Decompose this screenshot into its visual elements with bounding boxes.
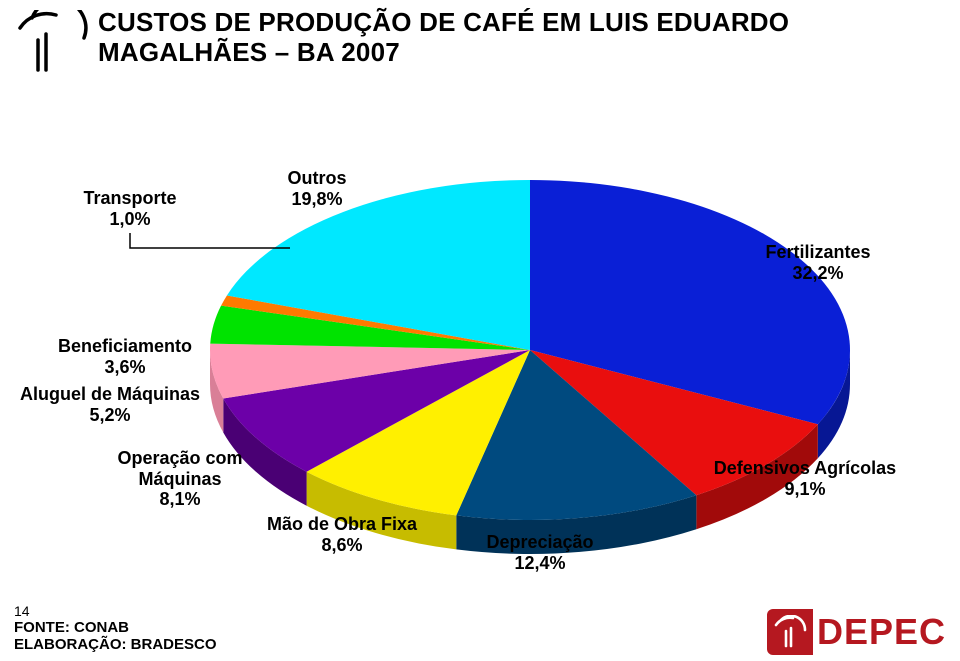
page-number: 14: [14, 603, 30, 619]
label-depreciacao: Depreciação 12,4%: [460, 532, 620, 573]
footer-line-1: FONTE: CONAB: [14, 619, 129, 636]
label-beneficiamento: Beneficiamento 3,6%: [40, 336, 210, 377]
depec-mark-icon: [767, 609, 813, 655]
label-operacao-maquinas: Operação comMáquinas 8,1%: [100, 448, 260, 510]
label-outros: Outros 19,8%: [272, 168, 362, 209]
title-line-1: CUSTOS DE PRODUÇÃO DE CAFÉ EM LUIS EDUAR…: [98, 7, 789, 37]
label-aluguel-maquinas: Aluguel de Máquinas 5,2%: [10, 384, 210, 425]
bradesco-logo-icon: [14, 10, 88, 74]
depec-text: DEPEC: [817, 611, 946, 653]
footer-brand: DEPEC: [767, 609, 946, 655]
label-fertilizantes: Fertilizantes 32,2%: [748, 242, 888, 283]
footer-line-2: ELABORAÇÃO: BRADESCO: [14, 636, 217, 653]
label-defensivos: Defensivos Agrícolas 9,1%: [700, 458, 910, 499]
footer-source: FONTE: CONAB ELABORAÇÃO: BRADESCO: [14, 619, 217, 654]
title-line-2: MAGALHÃES – BA 2007: [98, 37, 400, 67]
pie-chart: Transporte 1,0% Outros 19,8% Fertilizant…: [0, 80, 960, 600]
label-mao-de-obra: Mão de Obra Fixa 8,6%: [252, 514, 432, 555]
slide-title: CUSTOS DE PRODUÇÃO DE CAFÉ EM LUIS EDUAR…: [98, 8, 789, 68]
slide-root: CUSTOS DE PRODUÇÃO DE CAFÉ EM LUIS EDUAR…: [0, 0, 960, 661]
